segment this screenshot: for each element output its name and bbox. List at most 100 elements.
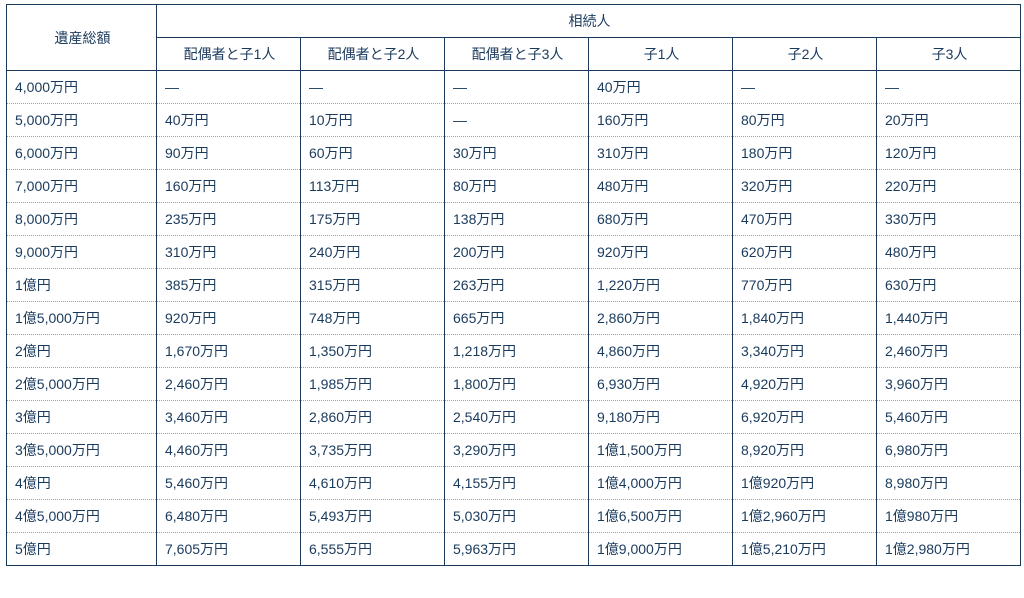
row-label: 3億円 (7, 401, 157, 434)
cell: 310万円 (589, 137, 733, 170)
cell: 2,860万円 (589, 302, 733, 335)
cell: 4,610万円 (301, 467, 445, 500)
header-col-4: 子2人 (733, 38, 877, 71)
cell: 320万円 (733, 170, 877, 203)
cell: 3,960万円 (877, 368, 1021, 401)
cell: 6,480万円 (157, 500, 301, 533)
table-row: 8,000万円235万円175万円138万円680万円470万円330万円 (7, 203, 1021, 236)
cell: 665万円 (445, 302, 589, 335)
table-body: 4,000万円———40万円——5,000万円40万円10万円—160万円80万… (7, 71, 1021, 566)
inheritance-tax-table: 遺産総額 相続人 配偶者と子1人 配偶者と子2人 配偶者と子3人 子1人 子2人… (6, 4, 1021, 566)
table-row: 6,000万円90万円60万円30万円310万円180万円120万円 (7, 137, 1021, 170)
cell: 4,460万円 (157, 434, 301, 467)
table-row: 3億円3,460万円2,860万円2,540万円9,180万円6,920万円5,… (7, 401, 1021, 434)
cell: 2,860万円 (301, 401, 445, 434)
cell: 5,460万円 (157, 467, 301, 500)
row-label: 5,000万円 (7, 104, 157, 137)
cell: 480万円 (877, 236, 1021, 269)
cell: 175万円 (301, 203, 445, 236)
table-row: 5,000万円40万円10万円—160万円80万円20万円 (7, 104, 1021, 137)
cell: — (445, 104, 589, 137)
cell: 120万円 (877, 137, 1021, 170)
table-row: 3億5,000万円4,460万円3,735万円3,290万円1億1,500万円8… (7, 434, 1021, 467)
cell: 4,155万円 (445, 467, 589, 500)
cell: 6,555万円 (301, 533, 445, 566)
cell: 1,985万円 (301, 368, 445, 401)
cell: 2,460万円 (157, 368, 301, 401)
cell: 620万円 (733, 236, 877, 269)
cell: 5,963万円 (445, 533, 589, 566)
cell: 6,930万円 (589, 368, 733, 401)
cell: — (301, 71, 445, 104)
cell: 1億980万円 (877, 500, 1021, 533)
cell: 113万円 (301, 170, 445, 203)
cell: 470万円 (733, 203, 877, 236)
table-row: 1億5,000万円920万円748万円665万円2,860万円1,840万円1,… (7, 302, 1021, 335)
cell: 30万円 (445, 137, 589, 170)
cell: 1億2,980万円 (877, 533, 1021, 566)
header-group-label: 相続人 (157, 5, 1021, 38)
row-label: 4,000万円 (7, 71, 157, 104)
cell: 4,860万円 (589, 335, 733, 368)
cell: 4,920万円 (733, 368, 877, 401)
row-label: 2億5,000万円 (7, 368, 157, 401)
cell: 5,493万円 (301, 500, 445, 533)
cell: 330万円 (877, 203, 1021, 236)
row-label: 6,000万円 (7, 137, 157, 170)
cell: 8,920万円 (733, 434, 877, 467)
cell: 160万円 (157, 170, 301, 203)
cell: 8,980万円 (877, 467, 1021, 500)
cell: 20万円 (877, 104, 1021, 137)
cell: 385万円 (157, 269, 301, 302)
cell: 90万円 (157, 137, 301, 170)
row-label: 3億5,000万円 (7, 434, 157, 467)
cell: — (445, 71, 589, 104)
cell: 240万円 (301, 236, 445, 269)
cell: 2,540万円 (445, 401, 589, 434)
row-label: 1億5,000万円 (7, 302, 157, 335)
cell: 3,735万円 (301, 434, 445, 467)
cell: 80万円 (445, 170, 589, 203)
header-col-2: 配偶者と子3人 (445, 38, 589, 71)
cell: 770万円 (733, 269, 877, 302)
row-label: 1億円 (7, 269, 157, 302)
cell: 1億920万円 (733, 467, 877, 500)
cell: 7,605万円 (157, 533, 301, 566)
cell: 315万円 (301, 269, 445, 302)
table-row: 1億円385万円315万円263万円1,220万円770万円630万円 (7, 269, 1021, 302)
header-col-1: 配偶者と子2人 (301, 38, 445, 71)
cell: 1億2,960万円 (733, 500, 877, 533)
header-col-5: 子3人 (877, 38, 1021, 71)
cell: 310万円 (157, 236, 301, 269)
cell: 40万円 (157, 104, 301, 137)
cell: 80万円 (733, 104, 877, 137)
cell: 1億9,000万円 (589, 533, 733, 566)
cell: 263万円 (445, 269, 589, 302)
cell: 680万円 (589, 203, 733, 236)
cell: 630万円 (877, 269, 1021, 302)
cell: — (733, 71, 877, 104)
cell: 1億5,210万円 (733, 533, 877, 566)
table-row: 4,000万円———40万円—— (7, 71, 1021, 104)
header-col-0: 配偶者と子1人 (157, 38, 301, 71)
row-label: 2億円 (7, 335, 157, 368)
cell: 920万円 (157, 302, 301, 335)
cell: 1,220万円 (589, 269, 733, 302)
cell: 160万円 (589, 104, 733, 137)
table-row: 2億円1,670万円1,350万円1,218万円4,860万円3,340万円2,… (7, 335, 1021, 368)
cell: 1,218万円 (445, 335, 589, 368)
row-label: 9,000万円 (7, 236, 157, 269)
cell: 1億4,000万円 (589, 467, 733, 500)
cell: 9,180万円 (589, 401, 733, 434)
cell: 1,670万円 (157, 335, 301, 368)
cell: 180万円 (733, 137, 877, 170)
cell: 3,340万円 (733, 335, 877, 368)
table-row: 7,000万円160万円113万円80万円480万円320万円220万円 (7, 170, 1021, 203)
cell: 200万円 (445, 236, 589, 269)
cell: 5,460万円 (877, 401, 1021, 434)
table-row: 5億円7,605万円6,555万円5,963万円1億9,000万円1億5,210… (7, 533, 1021, 566)
cell: — (157, 71, 301, 104)
row-label: 8,000万円 (7, 203, 157, 236)
cell: 1億6,500万円 (589, 500, 733, 533)
cell: 40万円 (589, 71, 733, 104)
